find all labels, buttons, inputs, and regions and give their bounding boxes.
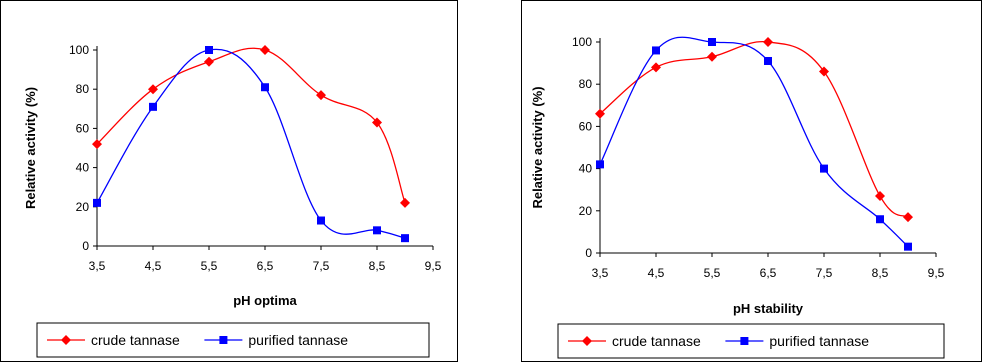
legend-label: purified tannase — [769, 333, 869, 349]
y-tick-label: 100 — [69, 43, 89, 57]
data-point — [373, 226, 381, 235]
data-point — [317, 216, 325, 225]
data-point — [372, 117, 382, 128]
data-point — [708, 38, 716, 46]
data-point — [92, 139, 102, 150]
y-tick-label: 80 — [579, 77, 593, 91]
series-line — [599, 36, 909, 248]
ph-optima-chart: 0 20 40 60 80 100 3,5 4,5 5,5 6,5 7,5 8,5 9,5 pH opti… — [23, 43, 442, 358]
x-tick-label: 7,5 — [816, 266, 833, 280]
data-point — [820, 164, 828, 173]
data-point — [876, 215, 884, 224]
x-axis-title: pH optima — [233, 293, 297, 308]
data-point — [651, 62, 661, 73]
x-tick-label: 5,5 — [704, 266, 721, 280]
y-tick-label: 40 — [579, 162, 593, 176]
legend-label: crude tannase — [612, 333, 701, 349]
x-tick-label: 6,5 — [760, 266, 777, 280]
series-crude-tannase — [595, 37, 913, 223]
data-point — [401, 234, 409, 243]
data-point — [764, 56, 772, 65]
series-purified-tannase — [596, 36, 912, 251]
x-tick-label: 8,5 — [369, 259, 386, 273]
ph-stability-chart: 0 20 40 60 80 100 3,5 4,5 5,5 6,5 7,5 8,5 9,5 pH stab… — [530, 35, 945, 359]
data-point — [904, 242, 912, 251]
x-tick-label: 5,5 — [201, 259, 218, 273]
x-tick-label: 3,5 — [89, 259, 106, 273]
data-point — [652, 46, 660, 55]
data-point — [205, 46, 213, 54]
data-point — [707, 51, 717, 62]
x-tick-label: 7,5 — [313, 259, 330, 273]
series-crude-tannase — [92, 45, 410, 208]
x-tick-label: 4,5 — [145, 259, 162, 273]
legend-marker — [740, 337, 749, 345]
data-point — [763, 37, 773, 47]
x-axis-title: pH stability — [733, 301, 804, 316]
legend-marker — [61, 335, 71, 345]
data-point — [316, 90, 326, 101]
data-point — [261, 83, 269, 92]
data-point — [260, 45, 270, 55]
y-axis-title: Relative activity (%) — [23, 87, 38, 209]
y-tick-label: 80 — [76, 82, 90, 96]
x-tick-label: 3,5 — [592, 266, 609, 280]
legend-label: crude tannase — [91, 332, 180, 348]
chart-panel-ph-stability: 0 20 40 60 80 100 3,5 4,5 5,5 6,5 7,5 8,5 9,5 pH stab… — [521, 0, 982, 362]
legend-marker — [219, 336, 228, 344]
data-point — [595, 108, 605, 119]
x-tick-label: 9,5 — [928, 266, 945, 280]
series-line — [96, 48, 406, 239]
x-tick-label: 9,5 — [425, 259, 442, 273]
y-tick-label: 0 — [82, 239, 89, 253]
y-tick-label: 60 — [579, 119, 593, 133]
data-point — [819, 66, 829, 77]
x-tick-label: 6,5 — [257, 259, 274, 273]
legend: crude tannase purified tannase — [557, 323, 945, 359]
series-line — [599, 41, 909, 218]
x-tick-label: 4,5 — [648, 266, 665, 280]
chart-panel-ph-optima: 0 20 40 60 80 100 3,5 4,5 5,5 6,5 7,5 8,5 9,5 pH opti… — [0, 0, 458, 362]
y-tick-label: 100 — [572, 35, 592, 49]
legend: crude tannase purified tannase — [36, 322, 430, 358]
series-purified-tannase — [93, 46, 409, 243]
series-line — [96, 47, 406, 204]
data-point — [875, 191, 885, 202]
y-tick-label: 60 — [76, 121, 90, 135]
data-point — [596, 160, 604, 169]
data-point — [204, 56, 214, 67]
legend-marker — [582, 336, 592, 346]
y-tick-label: 20 — [76, 200, 90, 214]
data-point — [400, 197, 410, 208]
y-tick-label: 0 — [585, 246, 592, 260]
data-point — [903, 212, 913, 223]
y-tick-label: 40 — [76, 161, 90, 175]
data-point — [149, 102, 157, 111]
y-axis-title: Relative activity (%) — [530, 86, 545, 208]
legend-label: purified tannase — [248, 332, 348, 348]
data-point — [148, 84, 158, 95]
y-tick-label: 20 — [579, 204, 593, 218]
x-tick-label: 8,5 — [872, 266, 889, 280]
data-point — [93, 198, 101, 207]
